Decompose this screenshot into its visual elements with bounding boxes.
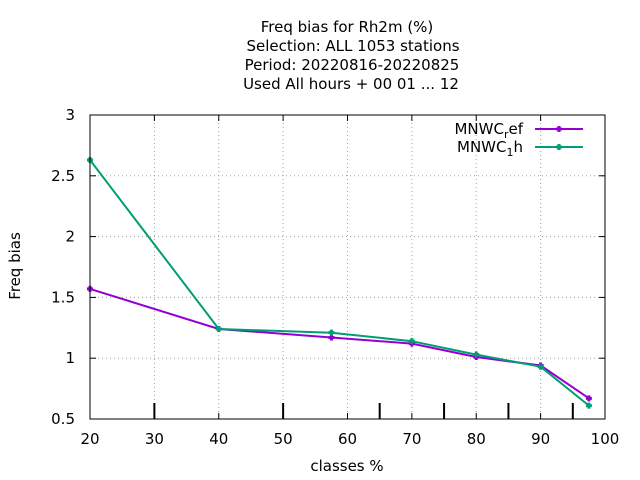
data-point [585,395,592,402]
data-point [585,402,592,409]
title-line-1: Freq bias for Rh2m (%) [261,18,434,36]
y-tick-labels: 0.5 1 1.5 2 2.5 3 [51,106,75,428]
x-tick-label: 20 [80,430,99,448]
y-tick-label: 2 [65,228,75,246]
x-axis-label: classes % [310,457,383,475]
title-line-4: Used All hours + 00 01 ... 12 [243,75,459,93]
x-tick-label: 40 [209,430,228,448]
x-tick-labels: 20 30 40 50 60 70 80 90 100 [80,430,619,448]
data-point [537,363,544,370]
class-boundary-markers [153,403,574,419]
series-line [89,159,590,407]
data-point [408,338,415,345]
data-point [215,326,222,333]
legend-label: MNWCref [454,120,523,141]
y-tick-label: 0.5 [51,410,75,428]
grid-lines [90,115,605,419]
x-tick-label: 70 [402,430,421,448]
data-point [328,329,335,336]
y-tick-label: 1 [65,349,75,367]
series-layer [87,156,592,409]
legend-swatch-marker [556,126,562,132]
series-2 [87,156,592,409]
series-1 [87,285,592,402]
legend-swatch-marker [556,144,562,150]
y-tick-label: 1.5 [51,288,75,306]
y-axis-label: Freq bias [6,232,24,300]
legend-item-2: MNWC1h [457,138,583,159]
legend-label: MNWC1h [457,138,523,159]
y-tick-label: 2.5 [51,167,75,185]
series-line [89,287,590,400]
title-line-3: Period: 20220816-20220825 [245,56,460,74]
y-tick-label: 3 [65,106,75,124]
x-tick-label: 50 [274,430,293,448]
title-line-2: Selection: ALL 1053 stations [246,37,459,55]
x-tick-label: 30 [145,430,164,448]
data-point [473,351,480,358]
x-tick-label: 100 [591,430,620,448]
x-tick-label: 90 [531,430,550,448]
chart-title: Freq bias for Rh2m (%) Selection: ALL 10… [243,18,460,93]
x-tick-label: 60 [338,430,357,448]
legend-item-1: MNWCref [454,120,583,141]
x-tick-label: 80 [467,430,486,448]
plot-border [89,114,606,420]
